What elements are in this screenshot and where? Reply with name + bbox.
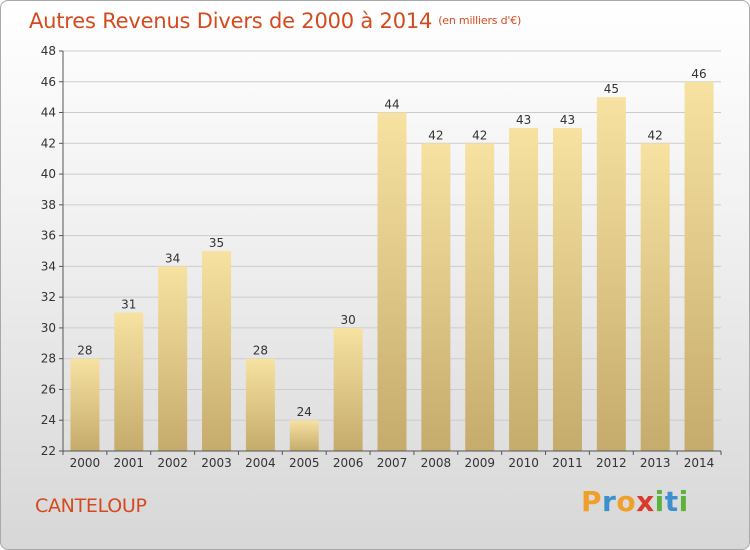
y-tick-label: 32 (41, 290, 56, 304)
y-tick-label: 38 (41, 198, 56, 212)
data-label: 45 (604, 82, 619, 96)
bar[interactable] (333, 327, 363, 451)
y-tick-label: 36 (41, 229, 56, 243)
bar[interactable] (70, 358, 100, 451)
x-tick-label: 2002 (157, 456, 188, 470)
data-label: 28 (253, 344, 268, 358)
logo-letter: o (616, 485, 637, 518)
bar[interactable] (289, 420, 319, 451)
data-label: 31 (121, 298, 136, 312)
axes: 22 24 26 28 30 32 34 36 38 40 42 44 46 48 2000 2001 2002… (41, 44, 722, 470)
data-label: 24 (297, 405, 312, 419)
y-tick-label: 42 (41, 136, 56, 150)
x-tick-label: 2014 (684, 456, 715, 470)
bar[interactable] (640, 143, 670, 452)
y-tick-label: 46 (41, 75, 56, 89)
y-tick-label: 40 (41, 167, 56, 181)
logo-letter: P (581, 485, 603, 518)
data-label: 34 (165, 251, 180, 265)
x-tick-label: 2008 (421, 456, 452, 470)
data-label: 44 (384, 98, 399, 112)
y-tick-label: 48 (41, 44, 56, 58)
bar[interactable] (552, 127, 582, 451)
bar[interactable] (509, 127, 539, 451)
logo-letter: i (678, 485, 689, 518)
data-label: 43 (516, 113, 531, 127)
data-label: 42 (428, 128, 443, 142)
logo-letter: t (664, 485, 679, 518)
x-tick-label: 2001 (114, 456, 145, 470)
x-tick-label: 2005 (289, 456, 320, 470)
x-tick-label: 2010 (508, 456, 539, 470)
bars (70, 81, 714, 452)
x-tick-label: 2000 (70, 456, 101, 470)
y-tick-label: 30 (41, 321, 56, 335)
y-tick-label: 26 (41, 382, 56, 396)
x-tick-label: 2011 (552, 456, 583, 470)
proxiti-logo[interactable]: Proxiti (581, 485, 689, 518)
x-tick-label: 2013 (640, 456, 671, 470)
bar[interactable] (377, 112, 407, 452)
data-labels: 28 31 34 35 28 24 30 44 42 42 43 43 45 42 46 (77, 67, 706, 419)
data-label: 28 (77, 344, 92, 358)
bar[interactable] (465, 143, 495, 452)
logo-letter: x (636, 485, 655, 518)
bar[interactable] (684, 81, 714, 452)
x-tick-label: 2006 (333, 456, 364, 470)
title-text: Autres Revenus Divers de 2000 à 2014 (29, 9, 433, 33)
bar[interactable] (596, 97, 626, 452)
y-tick-label: 44 (41, 106, 56, 120)
bar[interactable] (245, 358, 275, 451)
bar[interactable] (114, 312, 144, 451)
x-tick-label: 2003 (201, 456, 232, 470)
y-tick-label: 24 (41, 413, 56, 427)
y-tick-label: 28 (41, 352, 56, 366)
commune-name: CANTELOUP (35, 495, 147, 517)
data-label: 43 (560, 113, 575, 127)
data-label: 46 (691, 67, 706, 81)
title-unit: (en milliers d'€) (438, 14, 522, 27)
data-label: 35 (209, 236, 224, 250)
y-tick-label: 22 (41, 444, 56, 458)
x-tick-label: 2007 (377, 456, 408, 470)
data-label: 42 (472, 128, 487, 142)
data-label: 30 (340, 313, 355, 327)
chart-title: Autres Revenus Divers de 2000 à 2014 (en … (29, 9, 521, 33)
bar[interactable] (202, 251, 232, 451)
x-tick-label: 2012 (596, 456, 627, 470)
logo-letter: r (602, 485, 617, 518)
bar[interactable] (158, 266, 188, 451)
data-label: 42 (648, 128, 663, 142)
logo-letter: i (654, 485, 665, 518)
x-tick-label: 2009 (464, 456, 495, 470)
x-tick-label: 2004 (245, 456, 276, 470)
bar[interactable] (421, 143, 451, 452)
y-tick-label: 34 (41, 259, 56, 273)
